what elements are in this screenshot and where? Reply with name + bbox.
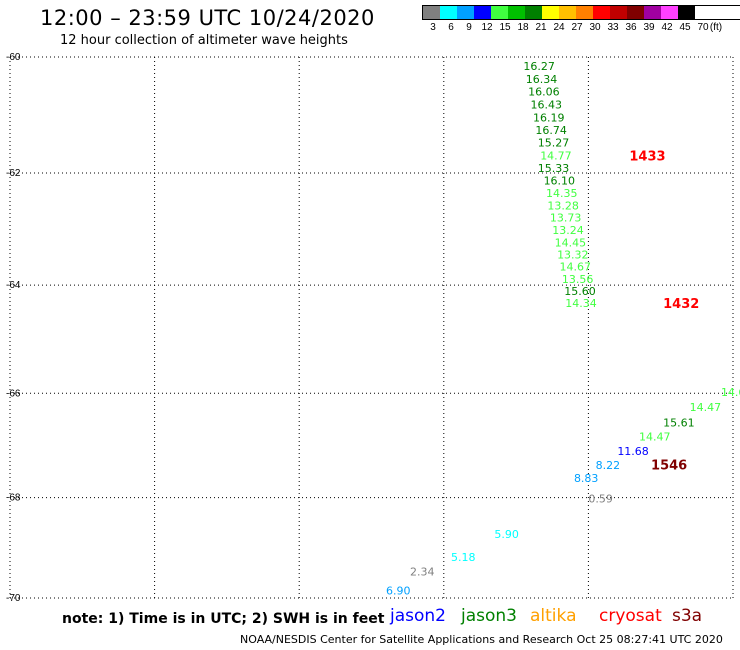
wave-height-value: 5.90 bbox=[494, 528, 519, 541]
wave-height-value: 13.32 bbox=[557, 249, 589, 262]
legend-label: 39 bbox=[643, 22, 655, 33]
wave-height-value: 6.90 bbox=[386, 585, 411, 598]
legend-label: 24 bbox=[553, 22, 565, 33]
satellite-label: jason3 bbox=[461, 606, 517, 626]
wave-height-value: 14.45 bbox=[555, 236, 587, 249]
map-tick-labels: -120-117-114-111-108-10-60-62-64-66-68-7… bbox=[6, 52, 21, 604]
lat-tick-label: -68 bbox=[6, 493, 21, 504]
legend-swatch bbox=[542, 6, 559, 19]
legend-swatch bbox=[423, 6, 440, 19]
wave-height-value: 16.10 bbox=[544, 174, 576, 187]
legend-swatch bbox=[644, 6, 661, 19]
wave-height-value: 16.34 bbox=[526, 73, 558, 86]
legend-label: 12 bbox=[481, 22, 493, 33]
pass-time-label: 1546 bbox=[651, 458, 687, 473]
legend-label: 42 bbox=[661, 22, 673, 33]
wave-height-value: 14.34 bbox=[565, 297, 597, 310]
wave-height-value: 16.06 bbox=[528, 86, 560, 99]
wave-height-value: 15.27 bbox=[538, 137, 570, 150]
legend-label: 27 bbox=[571, 22, 583, 33]
wave-observations: 16.2716.3416.0616.4316.1916.7415.2714.77… bbox=[386, 60, 740, 598]
wave-height-value: 14.64 bbox=[721, 386, 740, 399]
legend-swatch bbox=[508, 6, 525, 19]
wave-height-value: 13.56 bbox=[562, 273, 594, 286]
wave-height-value: 8.83 bbox=[574, 472, 599, 485]
wave-height-value: 16.27 bbox=[523, 60, 555, 73]
lat-tick-label: -60 bbox=[6, 52, 21, 63]
wave-height-value: 15.33 bbox=[538, 162, 570, 175]
legend-swatch bbox=[610, 6, 627, 19]
legend-label: 70 bbox=[697, 22, 709, 33]
color-legend: 3 6 9 12 15 18 21 24 27 30 33 36 39 42 45 70 (ft) bbox=[422, 5, 740, 34]
map-grid bbox=[9, 56, 734, 599]
wave-height-value: 15.61 bbox=[663, 417, 695, 430]
wave-height-value: 14.35 bbox=[546, 187, 578, 200]
wave-height-value: 14.47 bbox=[690, 401, 722, 414]
wave-height-value: 16.19 bbox=[533, 111, 565, 124]
wave-height-value: 5.18 bbox=[451, 551, 476, 564]
legend-unit: (ft) bbox=[709, 22, 723, 33]
legend-swatch bbox=[457, 6, 474, 19]
legend-label: 33 bbox=[607, 22, 619, 33]
legend-label: 21 bbox=[535, 22, 547, 33]
legend-labels: 3 6 9 12 15 18 21 24 27 30 33 36 39 42 45 70 (ft) bbox=[422, 20, 740, 34]
pass-time-label: 1433 bbox=[629, 149, 665, 164]
lat-tick-label: -66 bbox=[6, 388, 21, 399]
satellite-label: jason2 bbox=[390, 606, 446, 626]
wave-height-value: 11.68 bbox=[617, 445, 649, 458]
legend-swatch bbox=[474, 6, 491, 19]
wave-height-value: 13.24 bbox=[552, 224, 584, 237]
wave-height-value: 0.59 bbox=[588, 493, 613, 506]
satellite-label: cryosat bbox=[599, 606, 662, 626]
wave-height-map[interactable]: -120-117-114-111-108-10-60-62-64-66-68-7… bbox=[0, 0, 740, 605]
legend-label: 15 bbox=[499, 22, 511, 33]
legend-label: 30 bbox=[589, 22, 601, 33]
pass-time-labels: 1433 1432 1546 bbox=[629, 149, 699, 473]
wave-height-value: 16.74 bbox=[535, 124, 567, 137]
legend-swatch bbox=[627, 6, 644, 19]
credit-line: NOAA/NESDIS Center for Satellite Applica… bbox=[240, 633, 723, 646]
wave-height-value: 14.67 bbox=[559, 261, 591, 274]
satellite-label: altika bbox=[530, 606, 577, 626]
legend-swatch bbox=[525, 6, 542, 19]
legend-label: 3 bbox=[430, 22, 436, 33]
wave-height-value: 13.28 bbox=[547, 199, 579, 212]
legend-swatch bbox=[661, 6, 678, 19]
legend-swatch bbox=[576, 6, 593, 19]
footer-note: note: 1) Time is in UTC; 2) SWH is in fe… bbox=[62, 611, 385, 627]
legend-swatch bbox=[491, 6, 508, 19]
legend-label: 45 bbox=[679, 22, 691, 33]
wave-height-value: 15.60 bbox=[564, 285, 596, 298]
legend-swatch bbox=[440, 6, 457, 19]
wave-height-value: 8.22 bbox=[596, 459, 621, 472]
legend-label: 6 bbox=[448, 22, 454, 33]
legend-label: 9 bbox=[466, 22, 472, 33]
wave-height-value: 14.47 bbox=[639, 431, 671, 444]
pass-time-label: 1432 bbox=[663, 297, 699, 312]
legend-label: 36 bbox=[625, 22, 637, 33]
wave-height-value: 13.73 bbox=[550, 212, 582, 225]
legend-swatch bbox=[559, 6, 576, 19]
legend-label: 18 bbox=[517, 22, 529, 33]
legend-swatch bbox=[678, 6, 695, 19]
page-subtitle: 12 hour collection of altimeter wave hei… bbox=[60, 33, 348, 48]
wave-height-value: 16.43 bbox=[531, 99, 563, 112]
page-title: 12:00 – 23:59 UTC 10/24/2020 bbox=[40, 6, 375, 30]
legend-swatches bbox=[422, 5, 740, 20]
lat-tick-label: -64 bbox=[6, 280, 21, 291]
wave-height-value: 2.34 bbox=[410, 566, 435, 579]
wave-height-value: 14.77 bbox=[540, 149, 572, 162]
lat-tick-label: -70 bbox=[6, 593, 21, 604]
lat-tick-label: -62 bbox=[6, 168, 21, 179]
satellite-label: s3a bbox=[672, 606, 703, 626]
legend-swatch bbox=[593, 6, 610, 19]
